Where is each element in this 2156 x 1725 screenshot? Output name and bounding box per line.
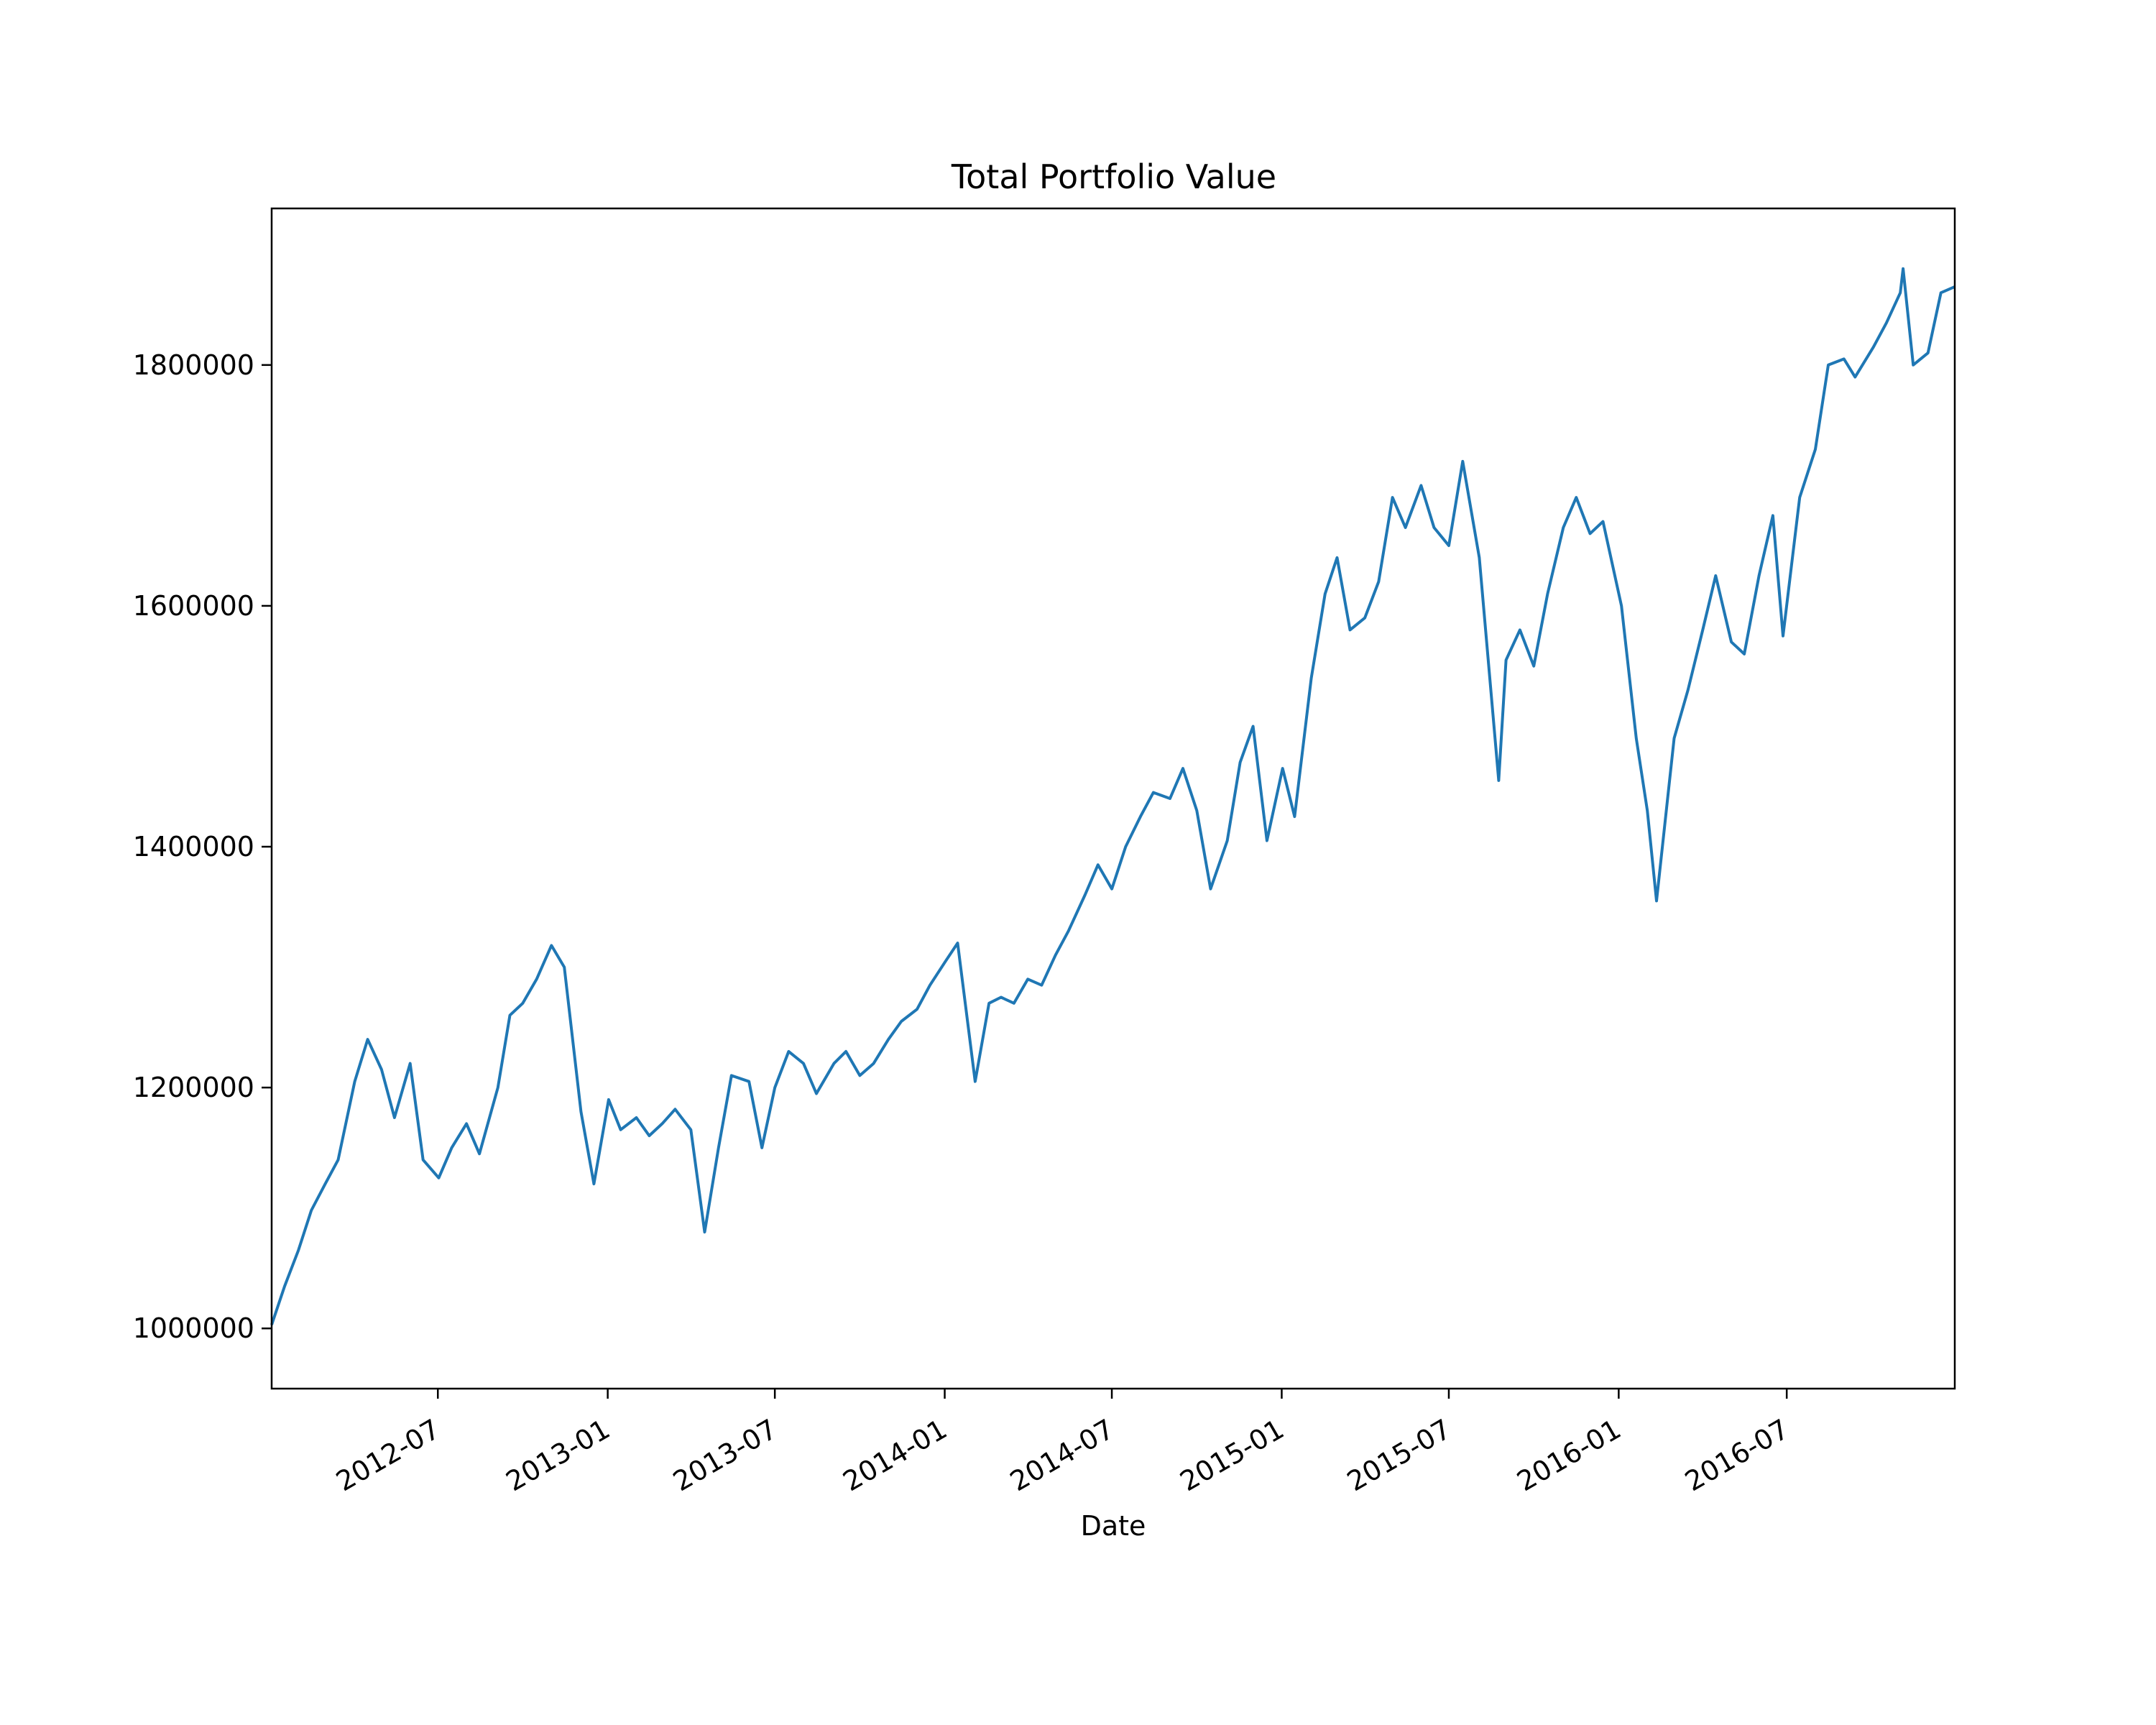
- chart-title: Total Portfolio Value: [951, 157, 1276, 196]
- y-axis-ticks: 1000000 1200000 1400000 1600000 1800000: [133, 349, 272, 1344]
- plot-area: [270, 267, 1955, 1325]
- y-tick-label: 1400000: [133, 831, 254, 862]
- x-axis-label: Date: [1081, 1510, 1146, 1542]
- y-tick-label: 1800000: [133, 349, 254, 381]
- y-tick-label: 1200000: [133, 1072, 254, 1103]
- series-line-0: [270, 267, 1955, 1325]
- y-tick-label: 1000000: [133, 1312, 254, 1344]
- plot-frame: [270, 207, 1956, 1390]
- y-tick-label: 1600000: [133, 590, 254, 622]
